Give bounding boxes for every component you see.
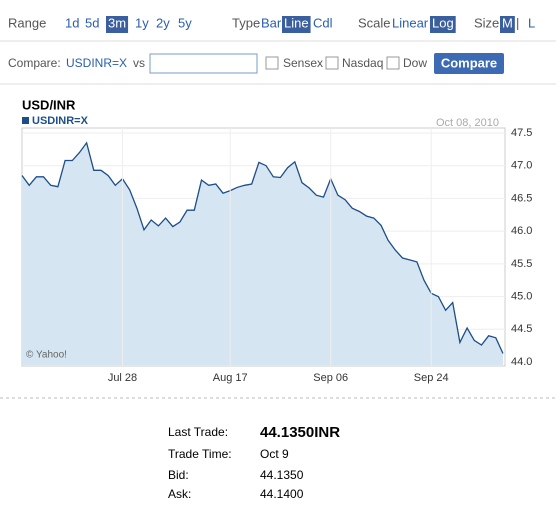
checkbox-label[interactable]: Nasdaq: [342, 56, 383, 70]
checkbox[interactable]: [325, 56, 339, 70]
x-tick-label: Sep 06: [313, 372, 348, 384]
toolbar-option[interactable]: Log: [432, 15, 454, 30]
toolbar-label: Size: [474, 15, 499, 30]
toolbar-option[interactable]: Linear: [392, 15, 429, 30]
quote-label: Bid:: [168, 468, 189, 482]
toolbar-option[interactable]: 5y: [178, 15, 192, 30]
checkbox-label[interactable]: Dow: [403, 56, 427, 70]
y-tick-label: 47.5: [511, 127, 532, 139]
toolbar-option[interactable]: 3m: [108, 15, 126, 30]
quote-label: Ask:: [168, 487, 191, 501]
chart-date: Oct 08, 2010: [436, 117, 499, 129]
toolbar-label: Range: [8, 15, 46, 30]
compare-input[interactable]: [149, 53, 258, 74]
quote-value: 44.1350INR: [260, 424, 340, 441]
y-tick-label: 44.0: [511, 356, 532, 368]
toolbar-option[interactable]: Cdl: [313, 15, 333, 30]
selected-option-bg: [500, 16, 515, 33]
y-tick-label: 44.5: [511, 323, 532, 335]
y-tick-label: 45.0: [511, 290, 532, 302]
toolbar-option[interactable]: 2y: [156, 15, 170, 30]
quote-label: Trade Time:: [168, 447, 232, 461]
toolbar-option[interactable]: 5d: [85, 15, 99, 30]
toolbar-option[interactable]: M: [502, 15, 513, 30]
legend-label: USDINR=X: [32, 115, 89, 127]
checkbox[interactable]: [265, 56, 279, 70]
y-tick-label: 46.0: [511, 225, 532, 237]
quote-value: 44.1350: [260, 468, 304, 482]
toolbar-label: Type: [232, 15, 260, 30]
credit: © Yahoo!: [26, 350, 67, 361]
checkbox[interactable]: [386, 56, 400, 70]
selected-option-bg: [106, 16, 129, 33]
quote-value: Oct 9: [260, 447, 289, 461]
price-line: [21, 141, 504, 354]
quote-label: Last Trade:: [168, 425, 228, 439]
toolbar-option[interactable]: Bar: [261, 15, 282, 30]
toolbar-option[interactable]: 1d: [65, 15, 79, 30]
chart-title: USD/INR: [22, 97, 76, 112]
selected-option-bg: [430, 16, 456, 33]
y-tick-label: 45.5: [511, 258, 532, 270]
compare-button-label[interactable]: Compare: [441, 55, 497, 70]
quote-value: 44.1400: [260, 487, 304, 501]
compare-label: Compare:: [8, 56, 61, 70]
compare-symbol[interactable]: USDINR=X: [66, 56, 127, 70]
selected-option-bg: [282, 16, 311, 33]
x-tick-label: Aug 17: [213, 372, 248, 384]
toolbar-option[interactable]: Line: [284, 15, 309, 30]
x-tick-label: Sep 24: [414, 372, 449, 384]
y-tick-label: 46.5: [511, 192, 532, 204]
compare-vs: vs: [133, 56, 145, 70]
x-tick-label: Jul 28: [108, 372, 137, 384]
toolbar-option[interactable]: L: [528, 15, 535, 30]
compare-button[interactable]: [434, 53, 504, 74]
checkbox-label[interactable]: Sensex: [283, 56, 323, 70]
area-fill: [22, 142, 503, 365]
toolbar-label: Scale: [358, 15, 391, 30]
legend-swatch: [22, 117, 29, 124]
separator: |: [516, 15, 519, 30]
toolbar-option[interactable]: 1y: [135, 15, 149, 30]
y-tick-label: 47.0: [511, 160, 532, 172]
